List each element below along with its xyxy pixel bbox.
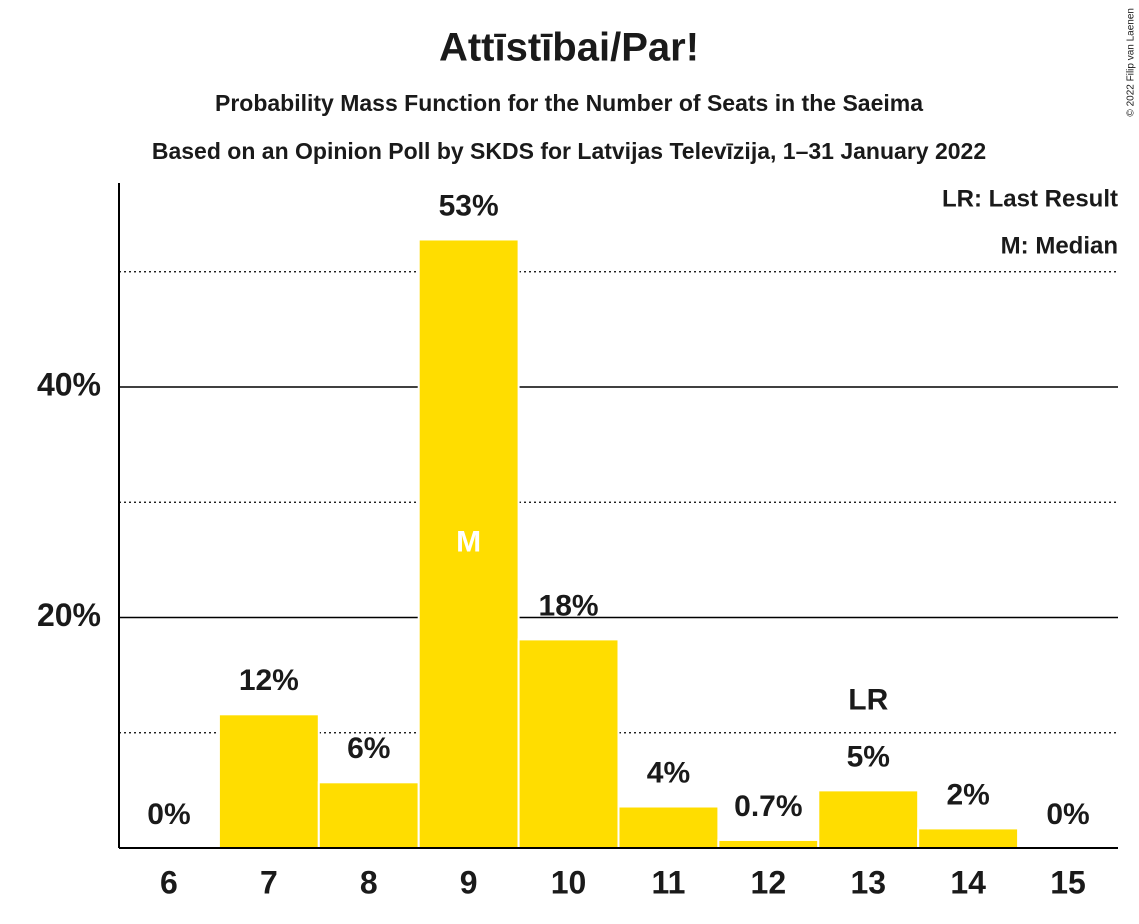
value-label: 0% (1046, 798, 1089, 831)
x-tick-label: 6 (160, 864, 178, 900)
value-label: 4% (647, 756, 690, 789)
legend-entry: M: Median (1001, 232, 1118, 259)
value-label: 12% (239, 664, 299, 697)
y-tick-label: 20% (37, 597, 101, 633)
chart-subtitle: Based on an Opinion Poll by SKDS for Lat… (152, 138, 986, 164)
y-tick-label: 40% (37, 366, 101, 402)
x-tick-label: 7 (260, 864, 278, 900)
x-tick-label: 8 (360, 864, 378, 900)
chart-title: Attīstībai/Par! (439, 26, 699, 70)
value-label: 53% (439, 189, 499, 222)
x-tick-label: 12 (751, 864, 787, 900)
x-tick-label: 9 (460, 864, 478, 900)
value-label: 5% (847, 740, 890, 773)
legend-entry: LR: Last Result (942, 185, 1118, 212)
value-label: 2% (946, 778, 989, 811)
x-tick-label: 11 (652, 864, 686, 900)
x-tick-label: 13 (850, 864, 886, 900)
last-result-marker: LR (848, 683, 888, 716)
bar (617, 805, 720, 849)
chart-subtitle: Probability Mass Function for the Number… (215, 90, 923, 116)
value-label: 18% (539, 589, 599, 622)
x-tick-label: 14 (950, 864, 986, 900)
value-label: 0.7% (734, 790, 802, 823)
bar (917, 827, 1020, 850)
bar (217, 713, 320, 849)
x-tick-label: 10 (551, 864, 587, 900)
value-label: 6% (347, 732, 390, 765)
value-label: 0% (147, 798, 190, 831)
bar (817, 789, 920, 849)
bar (317, 781, 420, 849)
bar (417, 238, 520, 849)
x-tick-label: 15 (1050, 864, 1086, 900)
bar (717, 838, 820, 850)
copyright: © 2022 Filip van Laenen (1126, 8, 1137, 117)
median-marker: M (456, 526, 481, 559)
bar (517, 638, 620, 849)
